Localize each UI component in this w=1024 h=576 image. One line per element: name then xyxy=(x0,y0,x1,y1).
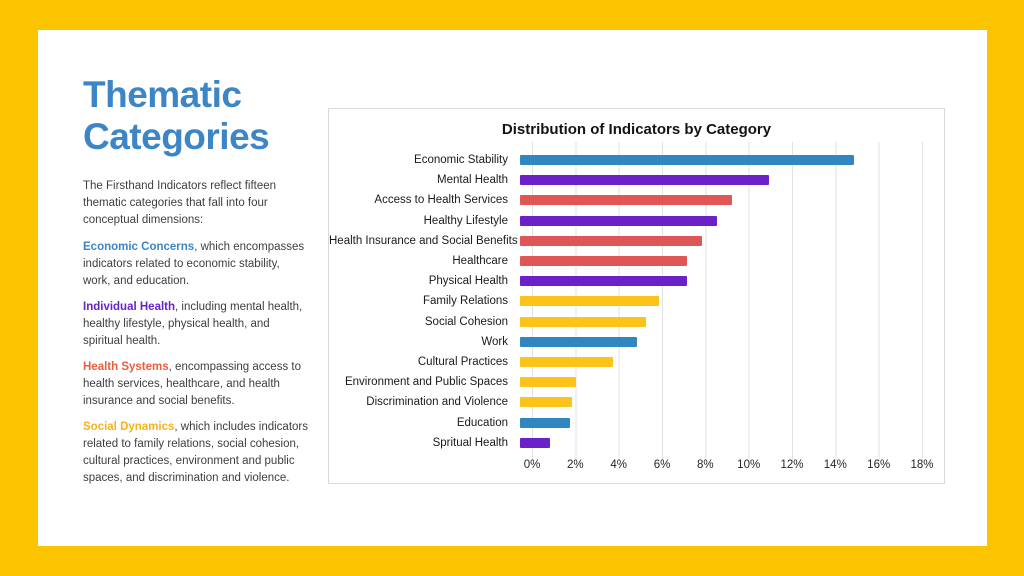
chart-bar xyxy=(520,175,770,186)
chart-row: Family Relations xyxy=(329,291,944,311)
dimension-name: Economic Concerns xyxy=(83,241,195,254)
dimension-description: , encompassing access to health services… xyxy=(83,361,301,408)
chart-row: Access to Health Services xyxy=(329,190,944,210)
chart-category-label: Work xyxy=(481,335,508,348)
chart-category-label: Economic Stability xyxy=(414,154,508,167)
chart-row: Physical Health xyxy=(329,271,944,291)
chart-row: Work xyxy=(329,332,944,352)
chart-category-label: Cultural Practices xyxy=(417,355,508,368)
chart-bar-track xyxy=(520,397,911,408)
chart-bar-track xyxy=(520,175,911,186)
chart-category-label: Social Cohesion xyxy=(424,315,508,328)
chart-row: Cultural Practices xyxy=(329,352,944,372)
chart-bar-track xyxy=(520,316,911,327)
chart-row: Healthcare xyxy=(329,251,944,271)
chart-bar xyxy=(520,235,702,246)
chart-bar-track xyxy=(520,235,911,246)
bar-chart: Distribution of Indicators by Category E… xyxy=(328,108,945,484)
chart-category-label: Health Insurance and Social Benefits xyxy=(329,234,518,247)
chart-category-label: Healthy Lifestyle xyxy=(423,214,508,227)
chart-category-label: Physical Health xyxy=(428,275,508,288)
chart-bar-track xyxy=(520,296,911,307)
chart-category-label: Spritual Health xyxy=(432,436,508,449)
chart-category-label: Discrimination and Violence xyxy=(366,396,508,409)
chart-category-label: Healthcare xyxy=(452,255,508,268)
x-axis-tick-label: 4% xyxy=(610,458,627,471)
dimension-paragraph: Social Dynamics, which includes indicato… xyxy=(83,419,308,487)
chart-bar-track xyxy=(520,356,911,367)
x-axis-tick-label: 6% xyxy=(653,458,671,471)
chart-bar-track xyxy=(520,195,911,206)
slide-panel: Thematic Categories The Firsthand Indica… xyxy=(38,30,987,546)
chart-bar-track xyxy=(520,155,911,166)
x-axis-tick-label: 12% xyxy=(780,458,804,471)
chart-bar-track xyxy=(520,336,911,347)
chart-row: Spritual Health xyxy=(329,433,944,453)
chart-bar-track xyxy=(520,256,911,267)
chart-bar-track xyxy=(520,377,911,388)
chart-row: Social Cohesion xyxy=(329,312,944,332)
x-axis-tick-label: 2% xyxy=(566,458,584,471)
intro-paragraph: The Firsthand Indicators reflect fifteen… xyxy=(83,180,277,227)
chart-row: Environment and Public Spaces xyxy=(329,372,944,392)
chart-bar-track xyxy=(520,276,911,287)
chart-bar xyxy=(520,397,572,408)
chart-bar xyxy=(520,155,854,166)
dimension-description: , including mental health, healthy lifes… xyxy=(83,301,303,348)
chart-plot-area: Economic Stability Mental Health Access to… xyxy=(329,142,944,461)
chart-row: Health Insurance and Social Benefits xyxy=(329,231,944,251)
dimension-paragraph: Individual Health, including mental heal… xyxy=(83,299,308,350)
x-axis-tick-label: 14% xyxy=(823,458,847,471)
x-axis: 0% 2% 4% 6% 8% 10% 12% 14% 16% 18% xyxy=(524,458,934,474)
chart-bar-track xyxy=(520,215,911,226)
chart-bar xyxy=(520,316,646,327)
dimension-name: Health Systems xyxy=(83,361,169,374)
dimension-description: , which encompasses indicators related t… xyxy=(83,241,305,288)
chart-bar-track xyxy=(520,417,911,428)
chart-row: Healthy Lifestyle xyxy=(329,211,944,231)
dimension-paragraphs: Economic Concerns, which encompasses ind… xyxy=(83,239,308,487)
chart-category-label: Environment and Public Spaces xyxy=(344,376,508,389)
chart-bar xyxy=(520,215,718,226)
chart-bar xyxy=(520,377,577,388)
dimension-name: Social Dynamics xyxy=(83,421,175,434)
chart-row: Economic Stability xyxy=(329,150,944,170)
dimension-paragraph: Health Systems, encompassing access to h… xyxy=(83,359,308,410)
text-column: Thematic Categories The Firsthand Indica… xyxy=(83,74,308,496)
chart-bar xyxy=(520,437,551,448)
chart-bar xyxy=(520,336,637,347)
x-axis-tick-label: 8% xyxy=(696,458,714,471)
x-axis-tick-label: 10% xyxy=(737,458,761,471)
page-title: Thematic Categories xyxy=(83,74,270,158)
chart-category-label: Education xyxy=(456,416,508,429)
dimension-paragraph: Economic Concerns, which encompasses ind… xyxy=(83,239,308,290)
chart-title: Distribution of Indicators by Category xyxy=(501,121,772,138)
chart-bar xyxy=(520,276,687,287)
chart-bar-track xyxy=(520,437,911,448)
chart-row: Discrimination and Violence xyxy=(329,392,944,412)
chart-rows: Economic Stability Mental Health Access to… xyxy=(329,150,944,453)
chart-bar xyxy=(520,356,614,367)
chart-category-label: Mental Health xyxy=(437,174,508,187)
chart-bar xyxy=(520,417,570,428)
chart-bar xyxy=(520,195,733,206)
chart-row: Mental Health xyxy=(329,170,944,190)
chart-category-label: Family Relations xyxy=(423,295,508,308)
chart-bar xyxy=(520,256,687,267)
x-axis-tick-label: 18% xyxy=(910,458,934,471)
dimension-description: , which includes indicators related to f… xyxy=(83,421,308,485)
x-axis-tick-label: 0% xyxy=(523,458,541,471)
x-axis-tick-label: 16% xyxy=(867,458,891,471)
chart-category-label: Access to Health Services xyxy=(374,194,508,207)
chart-row: Education xyxy=(329,412,944,432)
chart-bar xyxy=(520,296,659,307)
dimension-name: Individual Health xyxy=(83,301,176,314)
